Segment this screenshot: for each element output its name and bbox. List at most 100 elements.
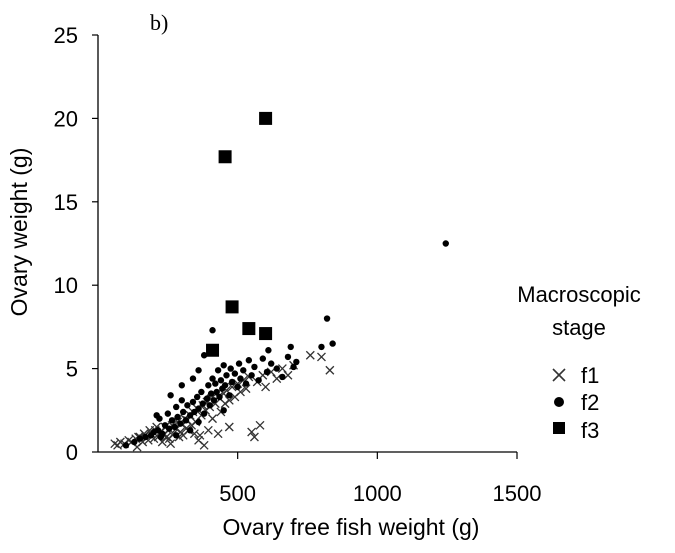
x-tick-label: 500 xyxy=(219,481,256,506)
point-f2 xyxy=(227,365,234,372)
point-f2 xyxy=(178,382,185,389)
point-f1 xyxy=(224,422,234,432)
point-f2 xyxy=(189,375,197,382)
point-f2 xyxy=(153,412,160,419)
point-f3 xyxy=(259,111,273,125)
y-tick-label: 20 xyxy=(54,106,78,131)
y-tick-label: 5 xyxy=(66,357,78,382)
points-layer xyxy=(110,111,449,452)
point-f2 xyxy=(131,438,138,446)
point-f2 xyxy=(195,367,202,374)
legend-label-f3: f3 xyxy=(581,418,599,443)
point-f2 xyxy=(136,435,144,442)
point-f1 xyxy=(208,414,217,424)
point-f2 xyxy=(213,388,220,396)
point-f1 xyxy=(224,395,234,405)
point-f2 xyxy=(193,393,201,401)
point-f1 xyxy=(249,432,259,442)
point-f2 xyxy=(199,400,206,407)
legend-marker-f3 xyxy=(553,422,565,434)
legend-marker-f1 xyxy=(552,368,566,382)
point-f2 xyxy=(200,352,208,359)
y-tick-label: 25 xyxy=(54,23,78,48)
y-tick-label: 0 xyxy=(66,440,78,465)
point-f2 xyxy=(167,392,174,399)
point-f2 xyxy=(171,423,179,431)
point-f2 xyxy=(198,388,205,396)
point-f2 xyxy=(205,382,212,389)
point-f2 xyxy=(195,418,202,426)
point-f2 xyxy=(226,392,233,399)
point-f2 xyxy=(263,368,271,376)
point-f1 xyxy=(110,439,120,449)
legend: Macroscopic stage f1 f2 f3 xyxy=(517,282,640,443)
point-f2 xyxy=(184,402,191,409)
y-axis-ticks: 0 5 10 15 20 25 xyxy=(54,23,98,465)
point-f2 xyxy=(209,327,216,334)
point-f2 xyxy=(220,362,227,369)
point-f1 xyxy=(166,439,176,449)
point-f2 xyxy=(248,372,255,379)
point-f1 xyxy=(261,382,271,392)
point-f3 xyxy=(242,322,256,336)
point-f1 xyxy=(277,364,287,374)
point-f2 xyxy=(290,363,297,371)
point-f2 xyxy=(195,405,202,412)
point-f2 xyxy=(329,340,336,347)
point-f2 xyxy=(231,370,239,377)
point-f2 xyxy=(210,397,218,404)
point-f2 xyxy=(166,425,173,432)
point-f2 xyxy=(212,380,219,387)
point-f2 xyxy=(293,358,300,366)
x-tick-label: 1500 xyxy=(493,481,542,506)
point-f2 xyxy=(200,410,208,417)
point-f2 xyxy=(177,420,184,427)
point-f2 xyxy=(265,347,272,354)
point-f2 xyxy=(203,395,211,402)
point-f1 xyxy=(227,382,237,392)
point-f1 xyxy=(203,425,213,435)
point-f2 xyxy=(206,402,213,409)
y-tick-label: 10 xyxy=(54,273,78,298)
point-f2 xyxy=(221,382,229,389)
x-axis-ticks: 500 1000 1500 xyxy=(219,452,541,506)
point-f2 xyxy=(228,378,236,386)
legend-title-line-1: Macroscopic xyxy=(517,282,640,307)
point-f1 xyxy=(213,429,223,439)
point-f2 xyxy=(157,433,165,441)
point-f2 xyxy=(186,427,194,434)
point-f2 xyxy=(164,410,172,417)
legend-label-f1: f1 xyxy=(581,363,599,388)
point-f2 xyxy=(323,315,331,322)
point-f2 xyxy=(259,355,267,362)
point-f2 xyxy=(255,377,262,384)
point-f1 xyxy=(241,384,251,394)
point-f3 xyxy=(206,343,220,357)
point-f2 xyxy=(216,393,223,401)
point-f2 xyxy=(220,407,227,414)
point-f2 xyxy=(245,357,253,364)
point-f3 xyxy=(218,150,232,164)
point-f2 xyxy=(209,375,216,382)
point-f2 xyxy=(267,360,275,367)
x-axis-title: Ovary free fish weight (g) xyxy=(223,514,480,540)
panel-label: b) xyxy=(150,10,168,35)
point-f1 xyxy=(255,420,265,430)
point-f2 xyxy=(122,442,130,449)
point-f1 xyxy=(317,352,326,362)
point-f1 xyxy=(195,430,205,440)
y-axis-title: Ovary weight (g) xyxy=(6,148,32,317)
point-f1 xyxy=(247,427,257,437)
point-f2 xyxy=(223,372,230,379)
point-f2 xyxy=(179,408,187,416)
legend-title-line-2: stage xyxy=(552,315,606,340)
point-f2 xyxy=(174,413,181,421)
point-f2 xyxy=(251,363,258,371)
point-f2 xyxy=(207,390,215,397)
point-f2 xyxy=(182,417,190,424)
point-f2 xyxy=(234,383,241,391)
point-f1 xyxy=(305,350,315,360)
point-f2 xyxy=(173,403,180,411)
point-f2 xyxy=(284,353,292,361)
